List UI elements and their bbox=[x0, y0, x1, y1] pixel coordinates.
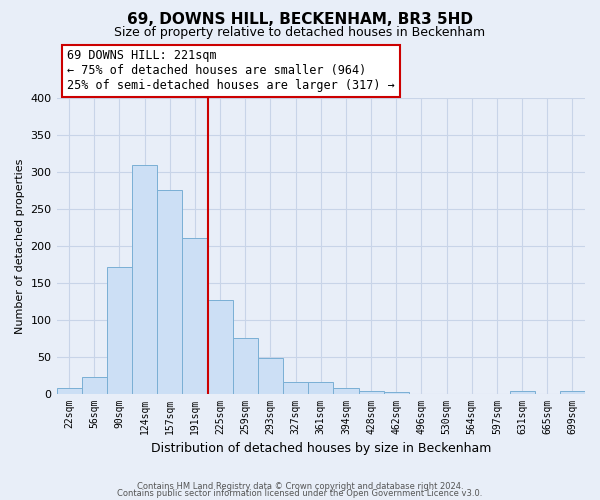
Text: Contains public sector information licensed under the Open Government Licence v3: Contains public sector information licen… bbox=[118, 489, 482, 498]
Bar bbox=[233, 338, 258, 394]
X-axis label: Distribution of detached houses by size in Beckenham: Distribution of detached houses by size … bbox=[151, 442, 491, 455]
Bar bbox=[107, 266, 132, 394]
Text: 69, DOWNS HILL, BECKENHAM, BR3 5HD: 69, DOWNS HILL, BECKENHAM, BR3 5HD bbox=[127, 12, 473, 28]
Bar bbox=[283, 382, 308, 394]
Bar bbox=[157, 190, 182, 394]
Text: Size of property relative to detached houses in Beckenham: Size of property relative to detached ho… bbox=[115, 26, 485, 39]
Bar bbox=[208, 300, 233, 394]
Y-axis label: Number of detached properties: Number of detached properties bbox=[15, 158, 25, 334]
Bar bbox=[182, 238, 208, 394]
Bar bbox=[560, 390, 585, 394]
Bar bbox=[56, 388, 82, 394]
Bar bbox=[334, 388, 359, 394]
Bar bbox=[82, 378, 107, 394]
Bar bbox=[383, 392, 409, 394]
Bar bbox=[509, 392, 535, 394]
Bar bbox=[132, 164, 157, 394]
Text: 69 DOWNS HILL: 221sqm
← 75% of detached houses are smaller (964)
25% of semi-det: 69 DOWNS HILL: 221sqm ← 75% of detached … bbox=[67, 50, 395, 92]
Bar bbox=[308, 382, 334, 394]
Bar bbox=[258, 358, 283, 394]
Bar bbox=[359, 390, 383, 394]
Text: Contains HM Land Registry data © Crown copyright and database right 2024.: Contains HM Land Registry data © Crown c… bbox=[137, 482, 463, 491]
